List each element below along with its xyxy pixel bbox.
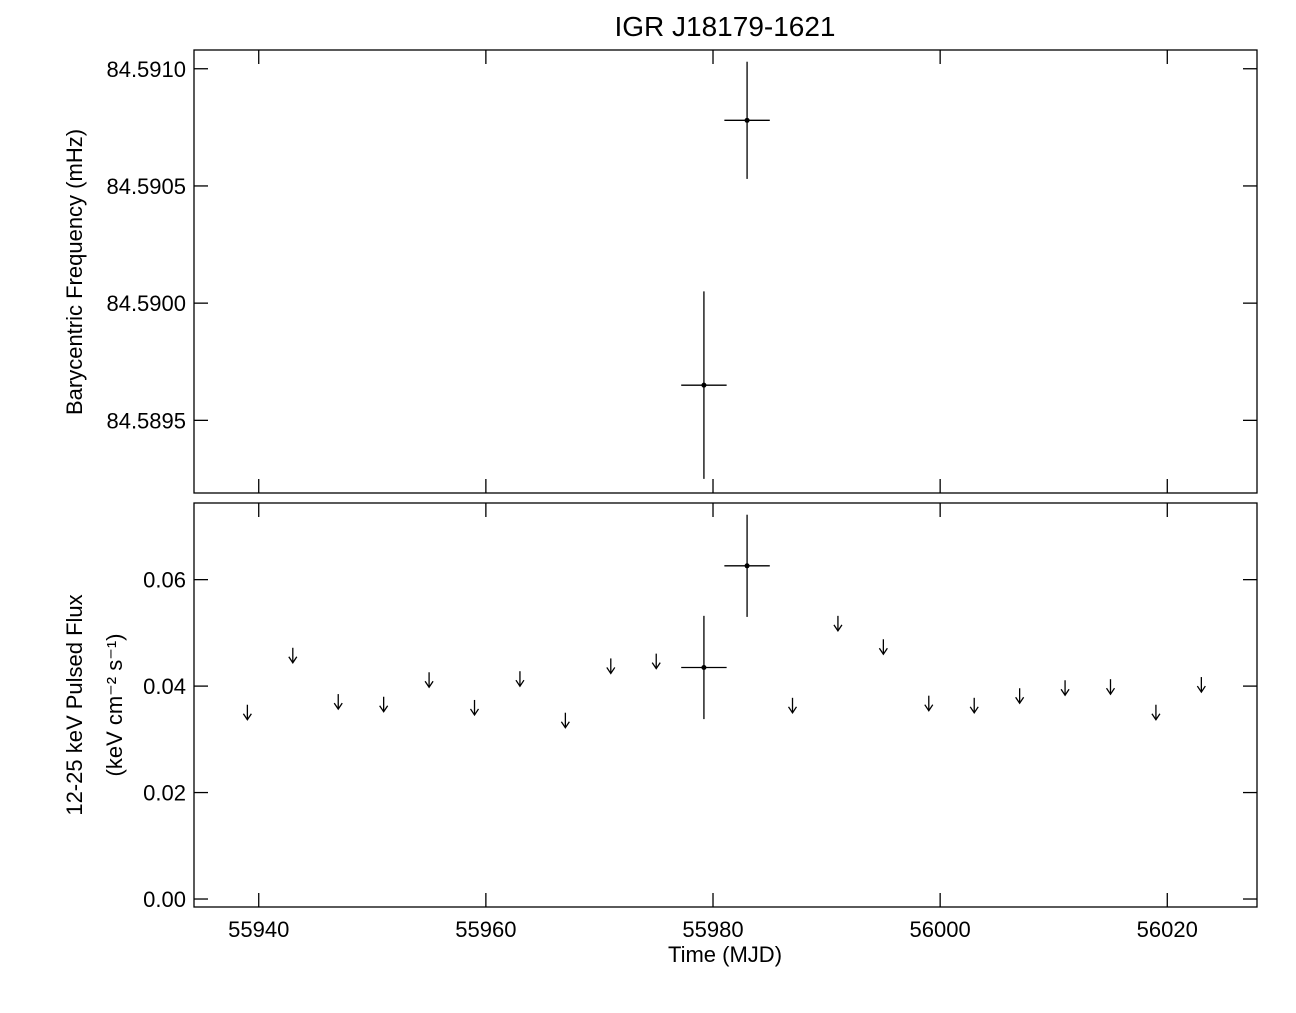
data-point — [744, 563, 750, 569]
arrow-head — [424, 680, 434, 689]
arrow-head — [1196, 685, 1206, 694]
arrow-head — [1015, 696, 1025, 705]
y-axis-label: Barycentric Frequency (mHz) — [62, 129, 87, 415]
arrow-head — [651, 662, 661, 670]
x-tick-label: 55940 — [228, 917, 289, 942]
arrow-head — [1060, 688, 1070, 697]
data-point — [701, 382, 707, 388]
y-tick-label: 0.04 — [143, 674, 186, 699]
arrow-head — [969, 706, 979, 714]
arrow-head — [560, 721, 570, 729]
chart-title: IGR J18179-1621 — [614, 11, 835, 42]
y-tick-label: 84.5905 — [106, 174, 186, 199]
arrow-head — [333, 702, 343, 711]
arrow-head — [515, 679, 525, 688]
arrow-head — [833, 624, 843, 633]
arrow-head — [606, 667, 616, 675]
x-tick-label: 55980 — [682, 917, 743, 942]
y-axis-label: 12-25 keV Pulsed Flux — [62, 594, 87, 815]
arrow-head — [878, 647, 888, 656]
arrow-head — [1105, 687, 1116, 696]
arrow-head — [242, 713, 252, 721]
y-tick-label: 84.5895 — [106, 408, 186, 433]
x-tick-label: 56020 — [1137, 917, 1198, 942]
y-tick-label: 84.5910 — [106, 57, 186, 82]
y-axis-label: (keV cm⁻² s⁻¹) — [102, 634, 127, 777]
data-point — [701, 664, 707, 670]
arrow-head — [288, 656, 298, 664]
arrow-head — [787, 706, 798, 714]
arrow-head — [379, 705, 389, 713]
x-tick-label: 55960 — [455, 917, 516, 942]
y-tick-label: 0.00 — [143, 887, 186, 912]
arrow-head — [924, 704, 934, 712]
arrow-head — [1151, 713, 1161, 721]
y-tick-label: 0.02 — [143, 781, 186, 806]
y-tick-label: 84.5900 — [106, 291, 186, 316]
data-point — [744, 117, 750, 123]
x-axis-label: Time (MJD) — [668, 942, 782, 967]
y-tick-label: 0.06 — [143, 568, 186, 593]
x-tick-label: 56000 — [910, 917, 971, 942]
plot-frame — [193, 502, 1258, 908]
plot-frame — [193, 49, 1258, 494]
arrow-head — [469, 708, 480, 717]
